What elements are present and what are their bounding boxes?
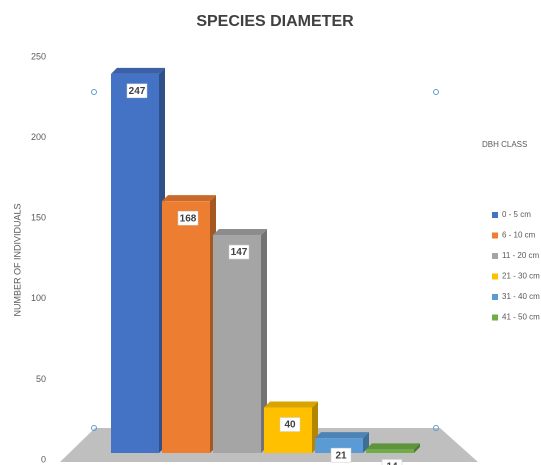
- bar-side: [261, 229, 267, 453]
- y-tick-label: 0: [41, 454, 46, 464]
- legend-swatch: [492, 212, 498, 218]
- bar-side: [363, 432, 369, 453]
- legend-swatch: [492, 232, 498, 239]
- legend-swatch: [492, 294, 498, 300]
- value-label-box: [279, 417, 301, 432]
- y-axis-label: NUMBER OF INDIVIDUALS: [12, 203, 22, 316]
- legend-swatch: [492, 273, 498, 280]
- value-label-box: [126, 83, 148, 99]
- handles: [91, 89, 439, 431]
- bar: [366, 449, 414, 453]
- value-label: 14: [386, 462, 398, 465]
- value-label-box: [330, 447, 352, 463]
- legend-label: 21 - 30 cm: [502, 272, 540, 281]
- bar-top: [162, 195, 216, 202]
- legend-title: DBH CLASS: [482, 140, 527, 149]
- legend-label: 6 - 10 cm: [502, 231, 536, 240]
- bar-top: [213, 229, 267, 236]
- chart-title: SPECIES DIAMETER: [196, 13, 354, 30]
- y-tick-label: 200: [31, 132, 46, 142]
- bar: [111, 73, 159, 453]
- bar-top: [315, 432, 369, 439]
- legend-label: 41 - 50 cm: [502, 313, 540, 322]
- legend-label: 31 - 40 cm: [502, 292, 540, 301]
- y-tick-label: 100: [31, 293, 46, 303]
- legend-label: 0 - 5 cm: [502, 210, 531, 219]
- bar-top: [264, 401, 318, 408]
- bar-top: [111, 67, 165, 74]
- y-tick-label: 150: [31, 213, 46, 223]
- bar-side: [414, 443, 420, 453]
- bar: [213, 235, 261, 453]
- value-label: 147: [231, 247, 248, 258]
- legend-swatch: [492, 314, 498, 321]
- legend-label: 11 - 20 cm: [502, 251, 540, 260]
- y-tick-label: 50: [36, 374, 46, 384]
- value-label-box: [177, 210, 199, 226]
- value-label: 21: [335, 450, 347, 461]
- value-label: 247: [129, 86, 146, 97]
- value-label-box: [228, 244, 250, 260]
- bar: [162, 201, 210, 453]
- value-label: 40: [284, 420, 296, 431]
- value-label: 168: [180, 213, 197, 224]
- value-label-box: [381, 459, 403, 465]
- legend-swatch: [492, 253, 498, 259]
- bar-top: [366, 443, 420, 450]
- y-tick-label: 250: [31, 51, 46, 61]
